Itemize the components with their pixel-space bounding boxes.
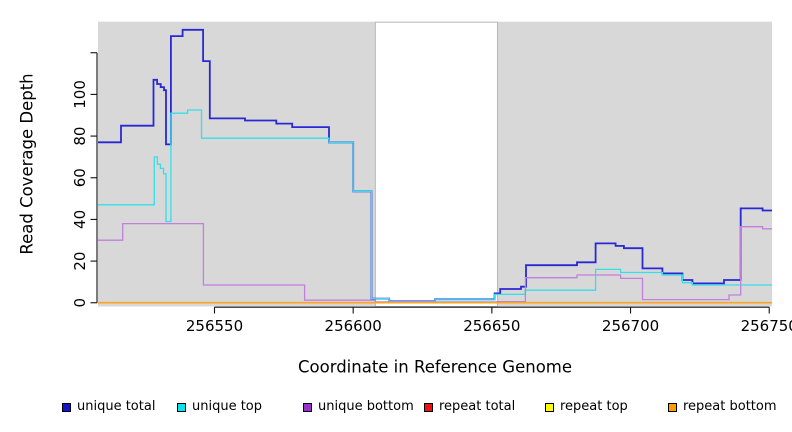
x-tick-label: 256600: [325, 317, 382, 335]
legend-swatch-unique-total: [62, 402, 71, 412]
x-tick-label: 256700: [602, 317, 659, 335]
y-tick-label: 60: [71, 168, 89, 187]
y-tick-label: 80: [71, 127, 89, 146]
x-tick-label: 256650: [463, 317, 520, 335]
x-axis-title: Coordinate in Reference Genome: [297, 357, 573, 377]
legend-item-unique-total: unique total: [62, 400, 155, 414]
x-tick-label: 256550: [186, 317, 243, 335]
legend-swatch-repeat-total: [424, 402, 433, 412]
legend-label-repeat-top: repeat top: [560, 399, 628, 414]
y-tick-label: 0: [71, 298, 89, 308]
legend-item-repeat-total: repeat total: [424, 400, 515, 414]
legend-label-unique-top: unique top: [192, 399, 263, 414]
series-unique-bottom-line: [98, 222, 772, 303]
legend-label-repeat-bottom: repeat bottom: [683, 399, 777, 414]
axes: [90, 52, 770, 314]
legend-swatch-repeat-top: [545, 402, 554, 412]
legend-swatch-unique-bottom: [303, 402, 312, 412]
legend-label-repeat-total: repeat total: [439, 399, 516, 414]
y-axis-title: Read Coverage Depth: [17, 73, 37, 255]
legend-item-unique-bottom: unique bottom: [303, 400, 414, 414]
legend-swatch-unique-top: [177, 402, 186, 412]
y-tick-label: 100: [71, 80, 89, 109]
legend-label-unique-total: unique total: [77, 399, 156, 414]
y-tick-label: 40: [71, 210, 89, 229]
masked-region: [374, 21, 498, 307]
legend-item-repeat-bottom: repeat bottom: [668, 400, 777, 414]
legend-item-unique-top: unique top: [177, 400, 262, 414]
series-unique-top-line: [98, 109, 772, 303]
legend-item-repeat-top: repeat top: [545, 400, 628, 414]
legend-label-unique-bottom: unique bottom: [318, 399, 414, 414]
legend-swatch-repeat-bottom: [668, 402, 677, 412]
y-tick-label: 20: [71, 252, 89, 271]
